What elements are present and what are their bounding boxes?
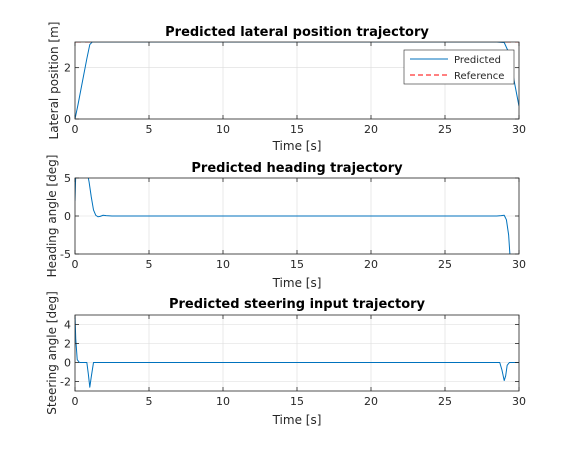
x-tick-label: 25 bbox=[438, 123, 452, 136]
x-tick-label: 20 bbox=[364, 123, 378, 136]
ticks: 0 5 10 15 20 25 30 0 2 bbox=[64, 42, 526, 136]
x-tick-label: 10 bbox=[216, 258, 230, 271]
y-tick-label: 2 bbox=[64, 338, 71, 351]
y-tick-label: 0 bbox=[64, 113, 71, 126]
x-axis-label: Time [s] bbox=[272, 413, 322, 427]
y-tick-label: 0 bbox=[64, 357, 71, 370]
x-tick-label: 0 bbox=[72, 123, 79, 136]
x-tick-label: 20 bbox=[364, 258, 378, 271]
x-axis-label: Time [s] bbox=[272, 276, 322, 290]
x-tick-label: 10 bbox=[216, 395, 230, 408]
series-area bbox=[75, 315, 519, 388]
y-tick-label: -2 bbox=[60, 376, 71, 389]
x-tick-label: 30 bbox=[512, 395, 526, 408]
y-tick-label: 2 bbox=[64, 62, 71, 75]
lateral-position-panel: 0 5 10 15 20 25 30 0 2 Predicted lateral positio… bbox=[47, 22, 526, 153]
y-axis-label: Steering angle [deg] bbox=[45, 291, 59, 414]
x-tick-label: 25 bbox=[438, 395, 452, 408]
x-tick-label: 15 bbox=[290, 395, 304, 408]
predicted-series-line bbox=[75, 42, 519, 119]
x-axis-label: Time [s] bbox=[272, 139, 322, 153]
x-tick-label: 25 bbox=[438, 258, 452, 271]
heading-panel: 0 5 10 15 20 25 30-505 Predicted heading traje… bbox=[45, 155, 526, 290]
x-tick-label: 5 bbox=[146, 258, 153, 271]
y-tick-label: 5 bbox=[64, 172, 71, 185]
chart-title: Predicted steering input trajectory bbox=[169, 297, 426, 312]
x-tick-label: 0 bbox=[72, 258, 79, 271]
y-tick-label: 4 bbox=[64, 319, 71, 332]
chart-title: Predicted heading trajectory bbox=[191, 161, 403, 176]
x-tick-label: 20 bbox=[364, 395, 378, 408]
x-tick-label: 15 bbox=[290, 123, 304, 136]
legend: Predicted Reference bbox=[403, 49, 515, 85]
ticks: 0 5 10 15 20 25 30-505 bbox=[60, 172, 526, 271]
series-area bbox=[75, 178, 511, 254]
x-tick-label: 5 bbox=[146, 395, 153, 408]
series-area bbox=[75, 42, 519, 119]
x-tick-label: 30 bbox=[512, 123, 526, 136]
x-tick-label: 15 bbox=[290, 258, 304, 271]
legend-label-reference: Reference bbox=[454, 71, 504, 82]
chart-title: Predicted lateral position trajectory bbox=[165, 25, 429, 40]
x-tick-label: 30 bbox=[512, 258, 526, 271]
y-axis-label: Lateral position [m] bbox=[47, 22, 61, 140]
x-tick-label: 5 bbox=[146, 123, 153, 136]
legend-label-predicted: Predicted bbox=[454, 55, 501, 66]
x-tick-label: 10 bbox=[216, 123, 230, 136]
legend-box bbox=[403, 49, 515, 85]
y-tick-label: -5 bbox=[60, 248, 71, 261]
x-tick-label: 0 bbox=[72, 395, 79, 408]
y-tick-label: 0 bbox=[64, 210, 71, 223]
predicted-series-line bbox=[75, 178, 511, 254]
y-axis-label: Heading angle [deg] bbox=[45, 155, 59, 278]
predicted-series-line bbox=[75, 315, 519, 388]
